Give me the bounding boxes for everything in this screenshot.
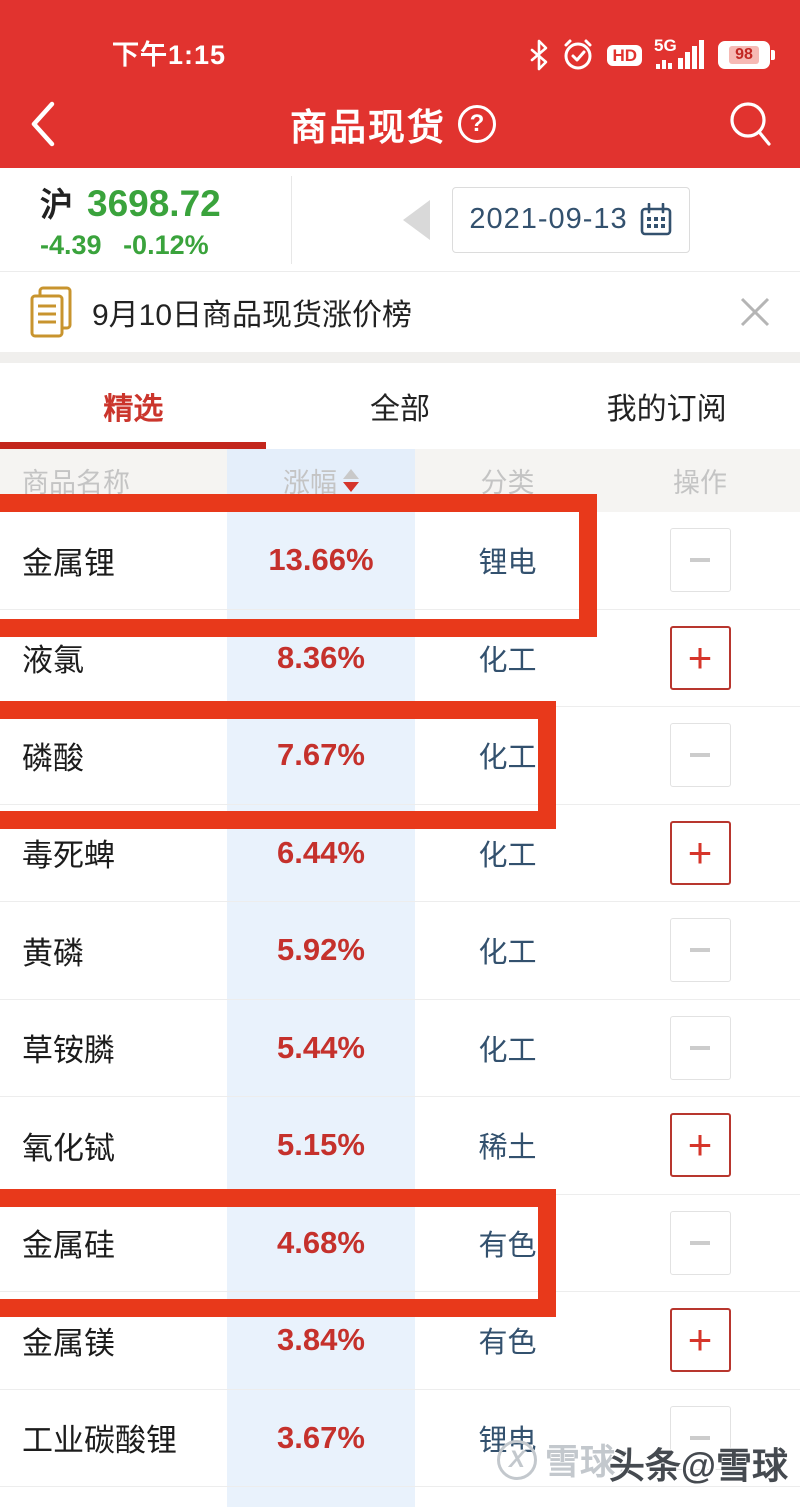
change-percent: 5.44% — [227, 999, 415, 1096]
subscribe-button[interactable]: + — [669, 1308, 731, 1373]
table-row[interactable]: 黄磷 5.92% 化工 — [0, 902, 800, 1000]
change-percent: 8.36% — [227, 609, 415, 706]
unsubscribe-button[interactable] — [669, 1210, 731, 1275]
commodity-name: 金属硅 — [22, 1228, 115, 1264]
category: 化工 — [478, 644, 537, 677]
date-picker[interactable]: 2021-09-13 — [451, 186, 690, 253]
table-row[interactable]: 金属锂 13.66% 锂电 — [0, 512, 800, 610]
table-row[interactable]: 工业碳酸锂 3.67% 锂电 — [0, 1389, 800, 1487]
xueqiu-watermark: X 雪球： — [496, 1434, 650, 1485]
column-header-1[interactable]: 涨幅 — [227, 449, 415, 512]
back-button[interactable] — [26, 98, 60, 150]
table-header-row: 商品名称 涨幅 分类 操作 — [0, 449, 800, 512]
notice-banner[interactable]: 9月10日商品现货涨价榜 — [0, 272, 800, 352]
column-header-2: 分类 — [480, 468, 535, 498]
change-percent: 13.66% — [227, 512, 415, 609]
table-footer-strip — [0, 1487, 800, 1507]
help-icon[interactable]: ? — [458, 105, 496, 143]
category: 有色 — [478, 1327, 537, 1360]
toutiao-watermark: 头条@雪球 — [608, 1445, 788, 1486]
previous-date-arrow[interactable] — [402, 199, 430, 240]
market-index[interactable]: 沪 3698.72 -4.39 -0.12% — [0, 175, 292, 264]
unsubscribe-button[interactable] — [669, 918, 731, 983]
unsubscribe-button[interactable] — [669, 1405, 731, 1470]
table-row[interactable]: 氧化铽 5.15% 稀土 + — [0, 1097, 800, 1195]
commodity-name: 工业碳酸锂 — [22, 1423, 177, 1459]
category: 稀土 — [478, 1132, 537, 1165]
page-title: 商品现货 — [290, 107, 446, 148]
commodity-name: 草铵膦 — [22, 1033, 115, 1069]
battery-icon: 98 — [718, 41, 775, 69]
alarm-clock-icon — [561, 38, 595, 72]
category: 化工 — [478, 937, 537, 970]
table-body: 金属锂 13.66% 锂电 液氯 8.36% 化工 + 磷酸 7.67% 化工 毒死蜱 6.44% 化工… — [0, 512, 800, 1487]
index-value: 3698.72 — [87, 183, 221, 224]
change-percent: 5.15% — [227, 1097, 415, 1194]
tab-2[interactable]: 我的订阅 — [606, 393, 727, 426]
column-header-3: 操作 — [673, 468, 727, 498]
subscribe-button[interactable]: + — [669, 1113, 731, 1178]
close-icon[interactable] — [736, 293, 774, 331]
table-row[interactable]: 金属镁 3.84% 有色 + — [0, 1292, 800, 1390]
search-icon[interactable] — [726, 98, 774, 150]
unsubscribe-button[interactable] — [669, 1015, 731, 1080]
tab-0[interactable]: 精选 — [103, 393, 164, 426]
table-row[interactable]: 磷酸 7.67% 化工 — [0, 707, 800, 805]
status-icons: HD 5G 98 — [529, 36, 775, 72]
calendar-icon — [640, 202, 672, 237]
banner-text: 9月10日商品现货涨价榜 — [92, 299, 413, 332]
change-percent: 7.67% — [227, 707, 415, 804]
change-percent: 3.84% — [227, 1292, 415, 1389]
category: 化工 — [478, 839, 537, 872]
table-row[interactable]: 液氯 8.36% 化工 + — [0, 609, 800, 707]
table-row[interactable]: 草铵膦 5.44% 化工 — [0, 999, 800, 1097]
sub-header: 沪 3698.72 -4.39 -0.12% 2021-09-13 — [0, 168, 800, 272]
tab-1[interactable]: 全部 — [370, 393, 430, 426]
sort-arrows-icon[interactable] — [343, 469, 359, 492]
table-row[interactable]: 毒死蜱 6.44% 化工 + — [0, 804, 800, 902]
change-percent: 5.92% — [227, 902, 415, 999]
bluetooth-icon — [529, 39, 549, 71]
commodity-name: 液氯 — [22, 643, 84, 679]
commodity-name: 金属锂 — [22, 545, 115, 581]
active-tab-indicator — [0, 442, 266, 449]
date-value: 2021-09-13 — [469, 203, 628, 235]
change-percent: 4.68% — [227, 1194, 415, 1291]
section-divider — [0, 352, 800, 363]
index-change-pct: -0.12% — [123, 230, 209, 260]
status-time: 下午1:15 — [112, 40, 227, 70]
category: 化工 — [478, 742, 537, 775]
commodity-name: 氧化铽 — [22, 1130, 115, 1166]
commodity-name: 磷酸 — [22, 740, 84, 776]
document-icon — [26, 284, 76, 340]
nav-bar: 商品现货 ? — [0, 80, 800, 168]
index-change: -4.39 — [40, 230, 102, 260]
app-header: 下午1:15 HD 5G — [0, 0, 800, 168]
change-percent: 3.67% — [227, 1389, 415, 1486]
index-name: 沪 — [40, 186, 73, 223]
unsubscribe-button[interactable] — [669, 723, 731, 788]
commodity-name: 黄磷 — [22, 935, 84, 971]
category: 有色 — [478, 1229, 537, 1262]
xueqiu-logo-icon: X — [496, 1439, 537, 1480]
subscribe-button[interactable]: + — [669, 820, 731, 885]
commodity-name: 毒死蜱 — [22, 838, 115, 874]
status-bar: 下午1:15 HD 5G — [0, 0, 800, 80]
unsubscribe-button[interactable] — [669, 528, 731, 593]
change-percent: 6.44% — [227, 804, 415, 901]
commodity-name: 金属镁 — [22, 1325, 115, 1361]
tab-bar: 精选 全部 我的订阅 — [0, 363, 800, 449]
category: 化工 — [478, 1034, 537, 1067]
signal-5g-icon: 5G — [654, 36, 706, 72]
hd-badge-icon: HD — [607, 44, 642, 66]
category: 锂电 — [478, 547, 537, 580]
column-header-0: 商品名称 — [22, 468, 130, 498]
subscribe-button[interactable]: + — [669, 625, 731, 690]
table-row[interactable]: 金属硅 4.68% 有色 — [0, 1194, 800, 1292]
